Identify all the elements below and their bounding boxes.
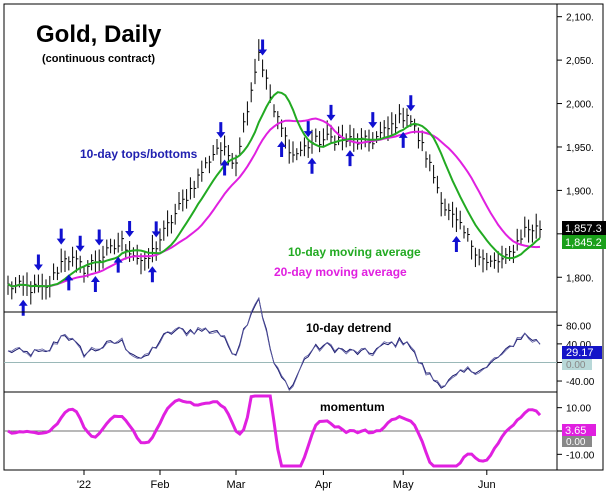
x-tick-label: '22 [77, 479, 91, 491]
ma10-annotation: 10-day moving average [288, 245, 421, 259]
detrend-line-faint [7, 296, 541, 392]
momentum-tick-label: 10.00 [566, 404, 591, 415]
bottom-arrow [113, 256, 123, 273]
top-bottom-arrows [18, 39, 461, 316]
ma10-line [7, 91, 541, 288]
top-arrow [151, 221, 161, 238]
ma10-value-label: 1,845.2 [565, 237, 602, 249]
price-tick-label: 1,900. [566, 186, 594, 197]
detrend-tick-label: 80.00 [566, 321, 591, 332]
bottom-arrow [307, 157, 317, 174]
bottom-arrow [220, 159, 230, 176]
price-tick-label: 2,050. [566, 56, 594, 67]
momentum-title: momentum [320, 400, 385, 414]
bottom-arrow [18, 299, 28, 316]
top-arrow [303, 121, 313, 138]
price-tick-label: 2,100. [566, 13, 594, 24]
price-bars [7, 39, 542, 305]
bottom-arrow [147, 266, 157, 283]
top-arrow [125, 220, 135, 237]
bottom-arrow [277, 141, 287, 158]
detrend-zero-label: 0.00 [566, 360, 586, 371]
detrend-value-label: 29.17 [566, 347, 594, 359]
momentum-line [7, 394, 542, 468]
bottom-arrow [64, 274, 74, 291]
momentum-tick-label: -10.00 [566, 450, 595, 461]
last-price-tag: 1,857.3 [562, 221, 606, 235]
detrend-zero-tag: 0.00 [562, 359, 592, 371]
top-arrow [258, 39, 268, 56]
bottom-arrow [451, 236, 461, 253]
ma20-line [7, 117, 541, 288]
top-arrow [368, 112, 378, 129]
ma10-tag: 1,845.2 [562, 235, 606, 249]
last-price-label: 1,857.3 [565, 223, 602, 235]
top-arrow [94, 229, 104, 246]
top-arrow [326, 104, 336, 121]
tops-bottoms-annotation: 10-day tops/bottoms [80, 147, 198, 161]
detrend-tick-label: -40.00 [566, 377, 595, 388]
x-tick-label: Mar [227, 479, 246, 491]
top-arrow [56, 228, 66, 245]
x-tick-label: Feb [151, 479, 170, 491]
bottom-arrow [398, 131, 408, 148]
detrend-tick-label: 40.00 [566, 340, 591, 351]
bottom-arrow [90, 275, 100, 292]
x-tick-label: Apr [315, 479, 332, 491]
momentum-zero-tag: 0.00 [562, 436, 592, 448]
detrend-title: 10-day detrend [306, 321, 391, 335]
ma20-annotation: 20-day moving average [274, 265, 407, 279]
detrend-value-tag: 29.17 [562, 346, 602, 359]
momentum-value-tag: 3.65 [562, 424, 596, 437]
x-axis: '22 Feb Mar Apr May Jun [77, 470, 496, 491]
x-tick-label: Jun [478, 479, 496, 491]
momentum-zero-label: 0.00 [566, 437, 586, 448]
price-tick-label: 1,950. [566, 143, 594, 154]
top-arrow [216, 122, 226, 139]
top-arrow [406, 95, 416, 112]
momentum-value-label: 3.65 [565, 425, 586, 437]
x-tick-label: May [393, 479, 414, 491]
bottom-arrow [345, 150, 355, 167]
chart-title: Gold, Daily [36, 21, 162, 48]
chart-border [3, 3, 604, 471]
top-arrow [33, 254, 43, 271]
top-arrow [75, 235, 85, 252]
chart-subtitle: (continuous contract) [42, 53, 155, 65]
price-tick-label: 1,800. [566, 273, 594, 284]
price-tick-label: 2,000. [566, 100, 594, 111]
